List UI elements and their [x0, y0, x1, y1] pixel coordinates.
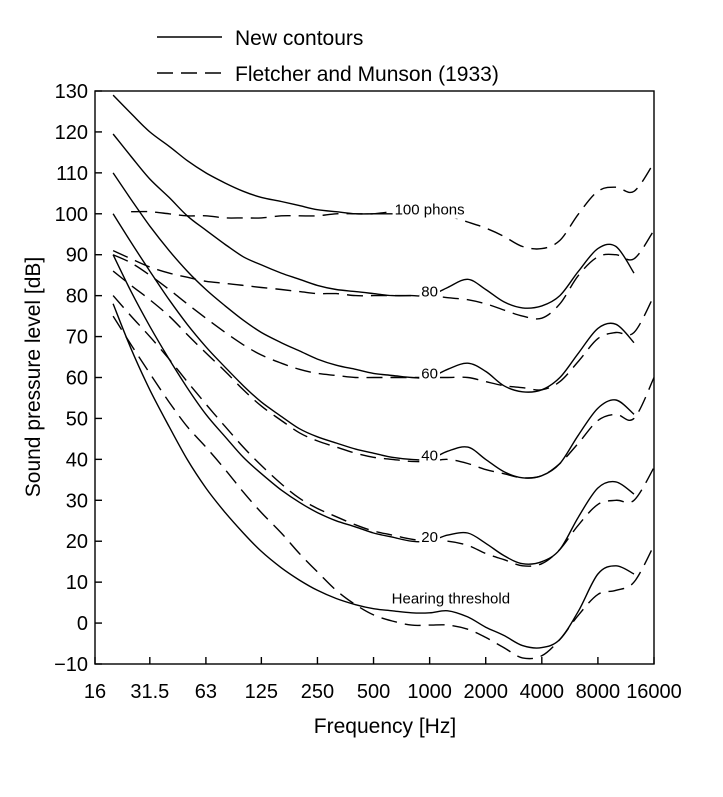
fletcher-munson-60-line — [112, 254, 655, 391]
x-axis: 16 31.5 63 125 250 500 1000 2000 4000 8000 16000 — [84, 657, 682, 703]
curve-label-background — [419, 529, 440, 547]
x-tick-label: 250 — [301, 681, 334, 703]
new-contour-20-line — [112, 254, 635, 565]
curve-label-background — [419, 447, 440, 465]
x-tick-label: 63 — [195, 681, 217, 703]
x-tick-label: 125 — [245, 681, 278, 703]
y-tick-label: −10 — [54, 654, 88, 676]
curve-label: 100 phons — [395, 202, 465, 219]
y-tick-label: 20 — [66, 531, 88, 553]
new-contour-hearing-threshold-line — [112, 303, 635, 649]
y-tick-label: 120 — [55, 122, 88, 144]
y-tick-label: 30 — [66, 490, 88, 512]
legend-label-fletcher-munson: Fletcher and Munson (1933) — [235, 63, 499, 86]
x-tick-label: 1000 — [407, 681, 452, 703]
curve-label: 60 — [421, 365, 438, 382]
fletcher-munson-20-line — [112, 295, 655, 567]
fletcher-munson-40-line — [112, 270, 655, 479]
fletcher-munson-100-line — [131, 162, 655, 250]
y-tick-label: 90 — [66, 245, 88, 267]
curve-label-background — [389, 590, 513, 608]
y-tick-label: 100 — [55, 204, 88, 226]
y-tick-label: 80 — [66, 286, 88, 308]
curve-label-background — [419, 365, 440, 383]
x-tick-label: 16000 — [626, 681, 682, 703]
curve-label-background — [419, 283, 440, 301]
curve-label: 80 — [421, 284, 438, 301]
y-tick-label: 110 — [56, 163, 88, 185]
x-tick-label: 2000 — [463, 681, 508, 703]
y-tick-label: 40 — [66, 449, 88, 471]
new-contour-80-line — [112, 133, 635, 309]
new-contour-60-line — [112, 172, 635, 393]
y-axis-title: Sound pressure level [dB] — [22, 257, 45, 497]
x-tick-label: 4000 — [520, 681, 565, 703]
y-axis: −10 0 10 20 30 40 50 60 70 80 90 100 110 120 130 — [54, 81, 102, 676]
curve-label-background — [392, 201, 467, 219]
new-contour-40-line — [112, 213, 635, 479]
x-tick-label: 8000 — [576, 681, 621, 703]
x-tick-label: 16 — [84, 681, 106, 703]
y-tick-label: 130 — [55, 81, 88, 103]
y-tick-label: 0 — [77, 613, 88, 635]
y-tick-label: 50 — [66, 408, 88, 430]
curve-label: 20 — [421, 529, 438, 546]
legend-label-new-contours: New contours — [235, 27, 363, 50]
y-tick-label: 10 — [66, 572, 88, 594]
curve-label: 40 — [421, 447, 438, 464]
curve-labels: 100 phons 80 60 40 20 Hearing threshold — [389, 201, 513, 608]
x-axis-title: Frequency [Hz] — [314, 715, 456, 738]
y-tick-label: 70 — [66, 327, 88, 349]
fletcher-munson-80-line — [112, 229, 655, 320]
legend: New contours Fletcher and Munson (1933) — [157, 27, 499, 86]
curves — [112, 94, 655, 660]
x-tick-label: 31.5 — [130, 681, 169, 703]
curve-label: Hearing threshold — [392, 591, 510, 608]
y-tick-label: 60 — [66, 368, 88, 390]
fletcher-munson-hearing-threshold-line — [112, 315, 655, 660]
new-contour-100-line — [112, 94, 430, 215]
x-tick-label: 500 — [357, 681, 390, 703]
